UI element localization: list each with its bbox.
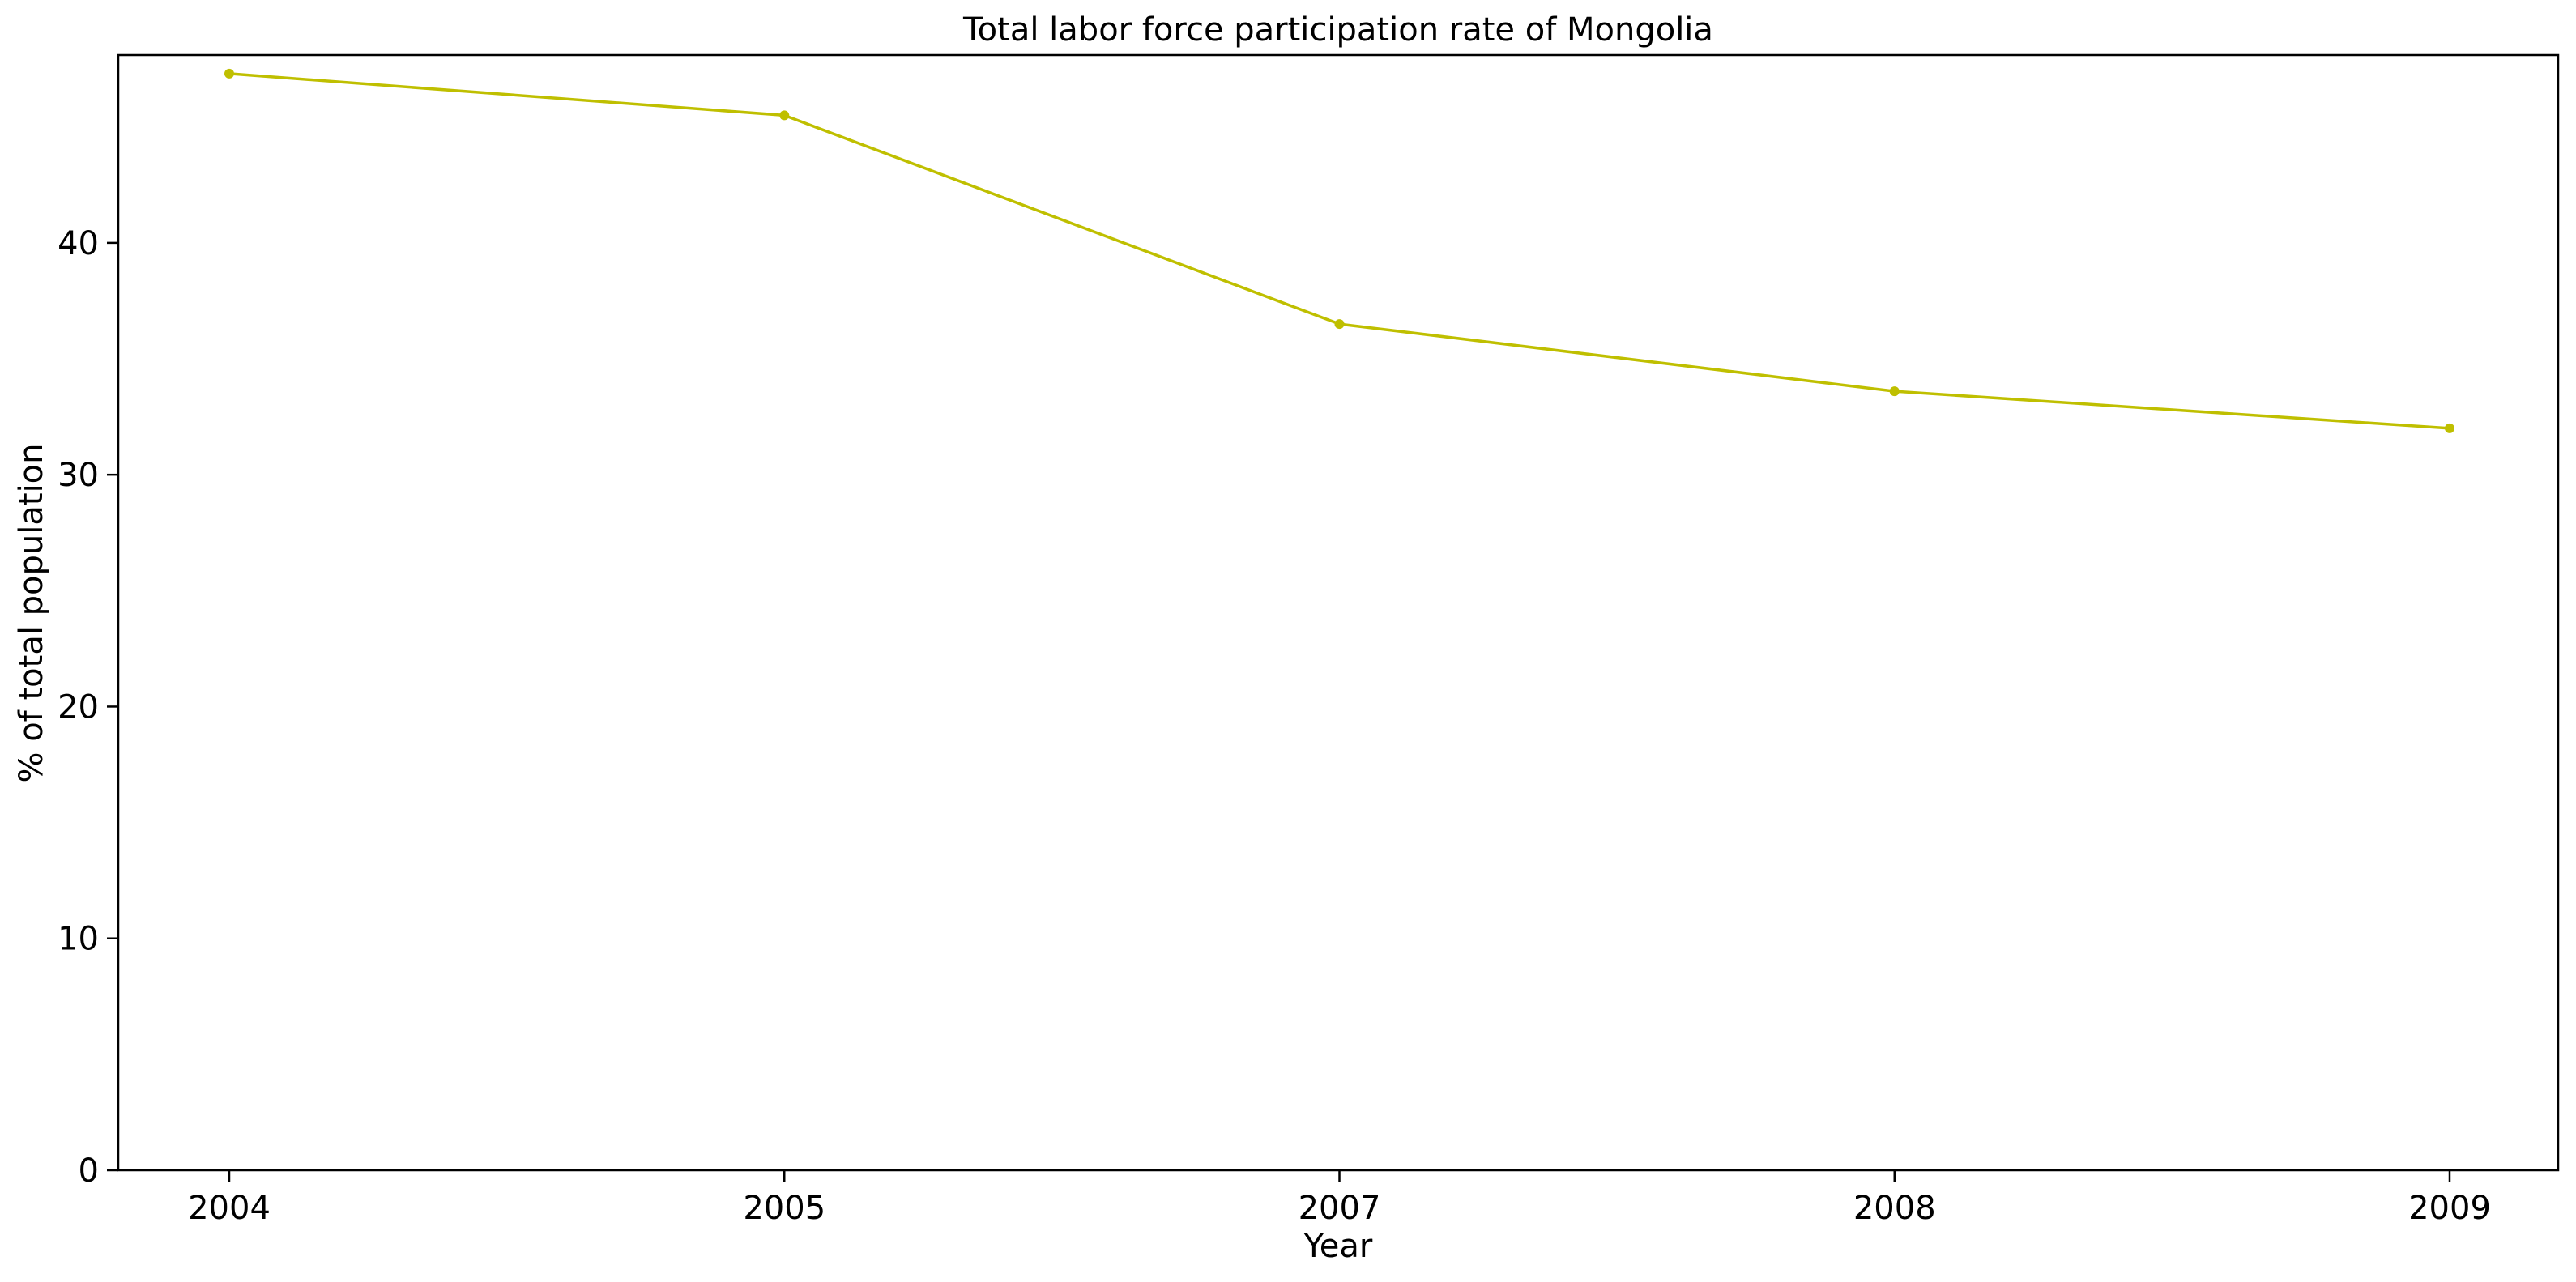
plot-frame [117, 53, 2560, 1172]
x-tick-label: 2009 [2408, 1190, 2491, 1227]
y-axis-label: % of total population [13, 443, 50, 782]
data-point [779, 110, 790, 121]
y-tick-label: 30 [58, 457, 99, 494]
data-point [224, 68, 234, 79]
series-layer [224, 68, 2454, 433]
data-point [1334, 319, 1345, 330]
data-point [1889, 386, 1900, 397]
x-tick-label: 2005 [743, 1190, 825, 1227]
y-tick-label: 10 [58, 921, 99, 958]
x-axis-ticks: 2004 2005 2007 2008 2009 [188, 1170, 2491, 1227]
y-tick-label: 0 [79, 1152, 99, 1190]
data-point [2445, 423, 2454, 433]
chart-title: Total labor force participation rate of … [962, 11, 1713, 49]
y-tick-label: 20 [58, 688, 99, 726]
y-tick-label: 40 [58, 225, 99, 262]
x-axis-label: Year [1303, 1228, 1373, 1265]
x-tick-label: 2007 [1299, 1190, 1381, 1227]
y-axis-ticks: 0 10 20 30 40 [58, 225, 118, 1190]
x-tick-label: 2004 [188, 1190, 271, 1227]
x-tick-label: 2008 [1853, 1190, 1936, 1227]
